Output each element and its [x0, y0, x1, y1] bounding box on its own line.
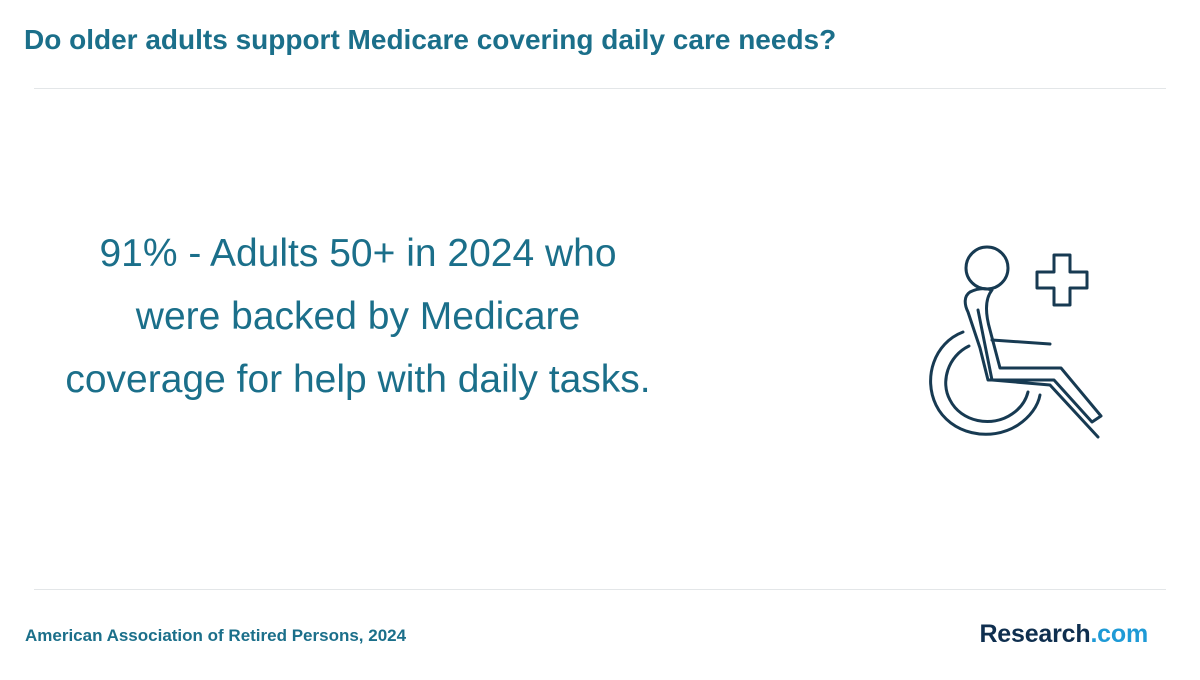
- page-title: Do older adults support Medicare coverin…: [24, 24, 837, 55]
- brand-logo: Research.com: [979, 620, 1148, 649]
- top-divider: [34, 88, 1166, 89]
- source-citation: American Association of Retired Persons,…: [25, 626, 407, 645]
- brand-logo-main: Research: [979, 620, 1091, 648]
- bottom-divider: [34, 589, 1166, 590]
- statistic-text: 91% - Adults 50+ in 2024 who were backed…: [65, 232, 651, 401]
- wheelchair-medical-cross-icon: [920, 240, 1110, 445]
- brand-logo-suffix: .com: [1090, 620, 1148, 648]
